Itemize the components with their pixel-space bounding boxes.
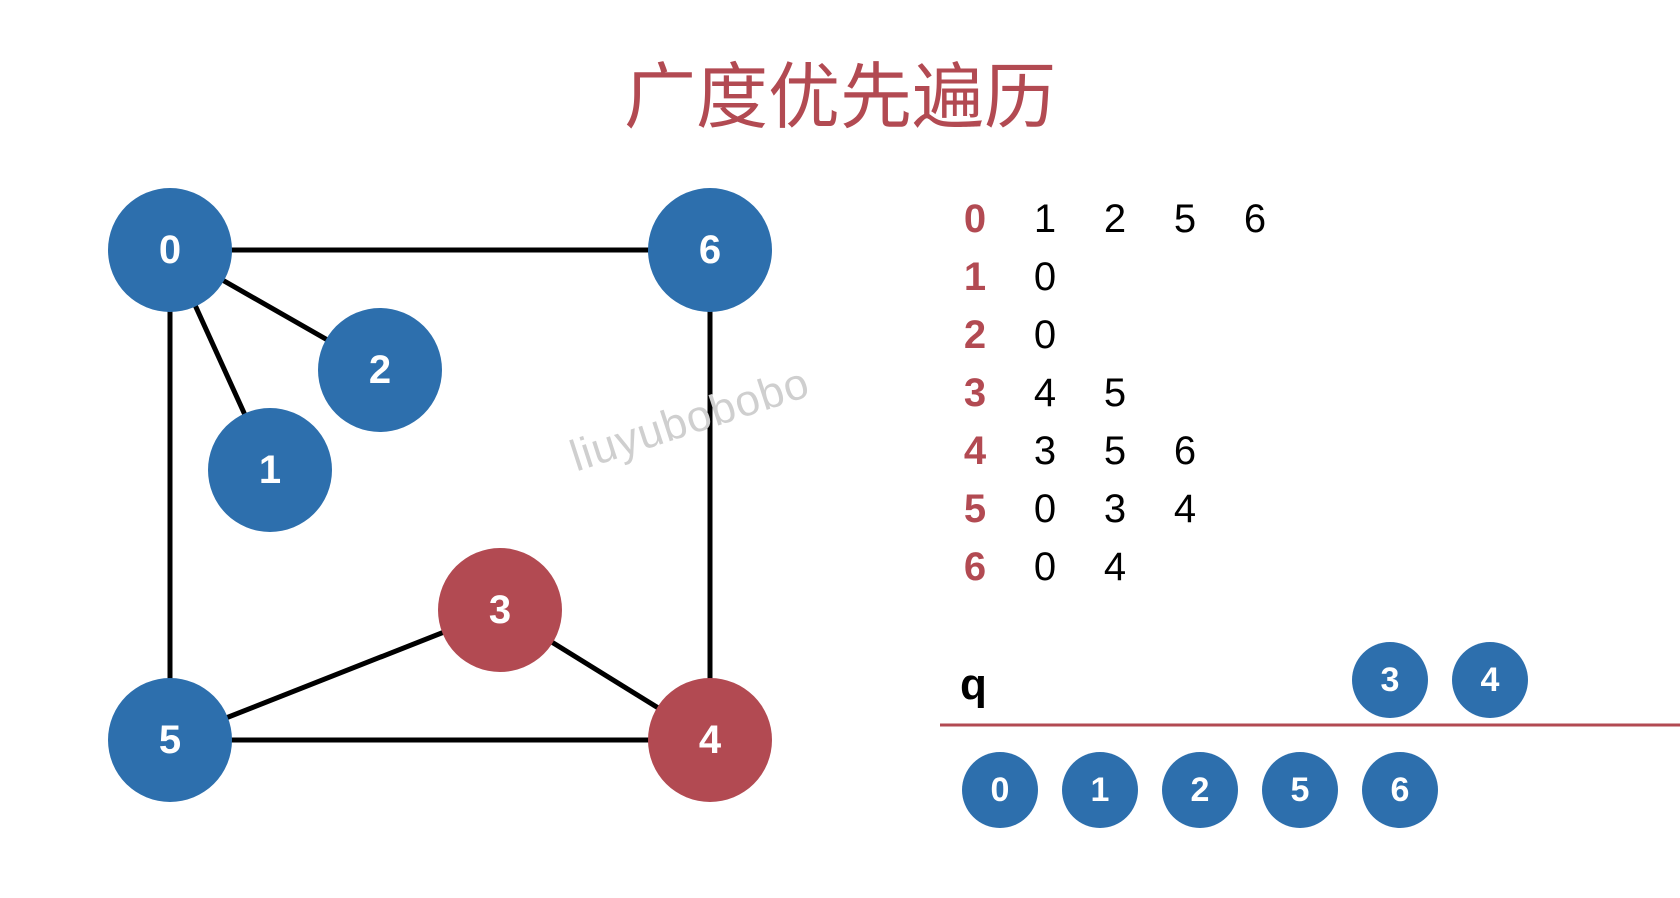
adj-val: 0	[1010, 313, 1080, 358]
adjacency-list: 01256102034543565034604	[940, 190, 1290, 596]
queue-label: q	[960, 660, 987, 710]
adj-val: 4	[1150, 487, 1220, 532]
adj-row-0: 01256	[940, 190, 1290, 248]
adj-val: 2	[1080, 197, 1150, 242]
adj-row-4: 4356	[940, 422, 1290, 480]
adj-val: 0	[1010, 487, 1080, 532]
adj-val: 6	[1150, 429, 1220, 474]
queue-pending-4: 4	[1452, 642, 1528, 718]
adj-key-1: 1	[940, 255, 1010, 300]
graph-node-6: 6	[648, 188, 772, 312]
adj-key-3: 3	[940, 371, 1010, 416]
adj-val: 4	[1080, 545, 1150, 590]
adj-val: 3	[1080, 487, 1150, 532]
page-title: 广度优先遍历	[0, 38, 1680, 143]
adj-val: 4	[1010, 371, 1080, 416]
graph-node-3: 3	[438, 548, 562, 672]
adj-val: 1	[1010, 197, 1080, 242]
adj-row-2: 20	[940, 306, 1290, 364]
graph-node-4: 4	[648, 678, 772, 802]
adj-key-0: 0	[940, 197, 1010, 242]
adj-key-4: 4	[940, 429, 1010, 474]
graph-node-2: 2	[318, 308, 442, 432]
adj-key-6: 6	[940, 545, 1010, 590]
adj-val: 5	[1080, 371, 1150, 416]
adj-key-5: 5	[940, 487, 1010, 532]
graph-node-5: 5	[108, 678, 232, 802]
adj-row-3: 345	[940, 364, 1290, 422]
queue-visited-5: 5	[1262, 752, 1338, 828]
graph-node-0: 0	[108, 188, 232, 312]
queue-visited-2: 2	[1162, 752, 1238, 828]
adj-row-6: 604	[940, 538, 1290, 596]
queue-pending-3: 3	[1352, 642, 1428, 718]
adj-val: 0	[1010, 545, 1080, 590]
graph-node-1: 1	[208, 408, 332, 532]
adj-key-2: 2	[940, 313, 1010, 358]
adj-val: 5	[1150, 197, 1220, 242]
adj-val: 6	[1220, 197, 1290, 242]
queue-visited-6: 6	[1362, 752, 1438, 828]
adj-val: 0	[1010, 255, 1080, 300]
watermark: liuyubobobo	[564, 358, 816, 482]
adj-row-5: 5034	[940, 480, 1290, 538]
adj-row-1: 10	[940, 248, 1290, 306]
queue-visited-1: 1	[1062, 752, 1138, 828]
queue-visited-0: 0	[962, 752, 1038, 828]
adj-val: 3	[1010, 429, 1080, 474]
adj-val: 5	[1080, 429, 1150, 474]
